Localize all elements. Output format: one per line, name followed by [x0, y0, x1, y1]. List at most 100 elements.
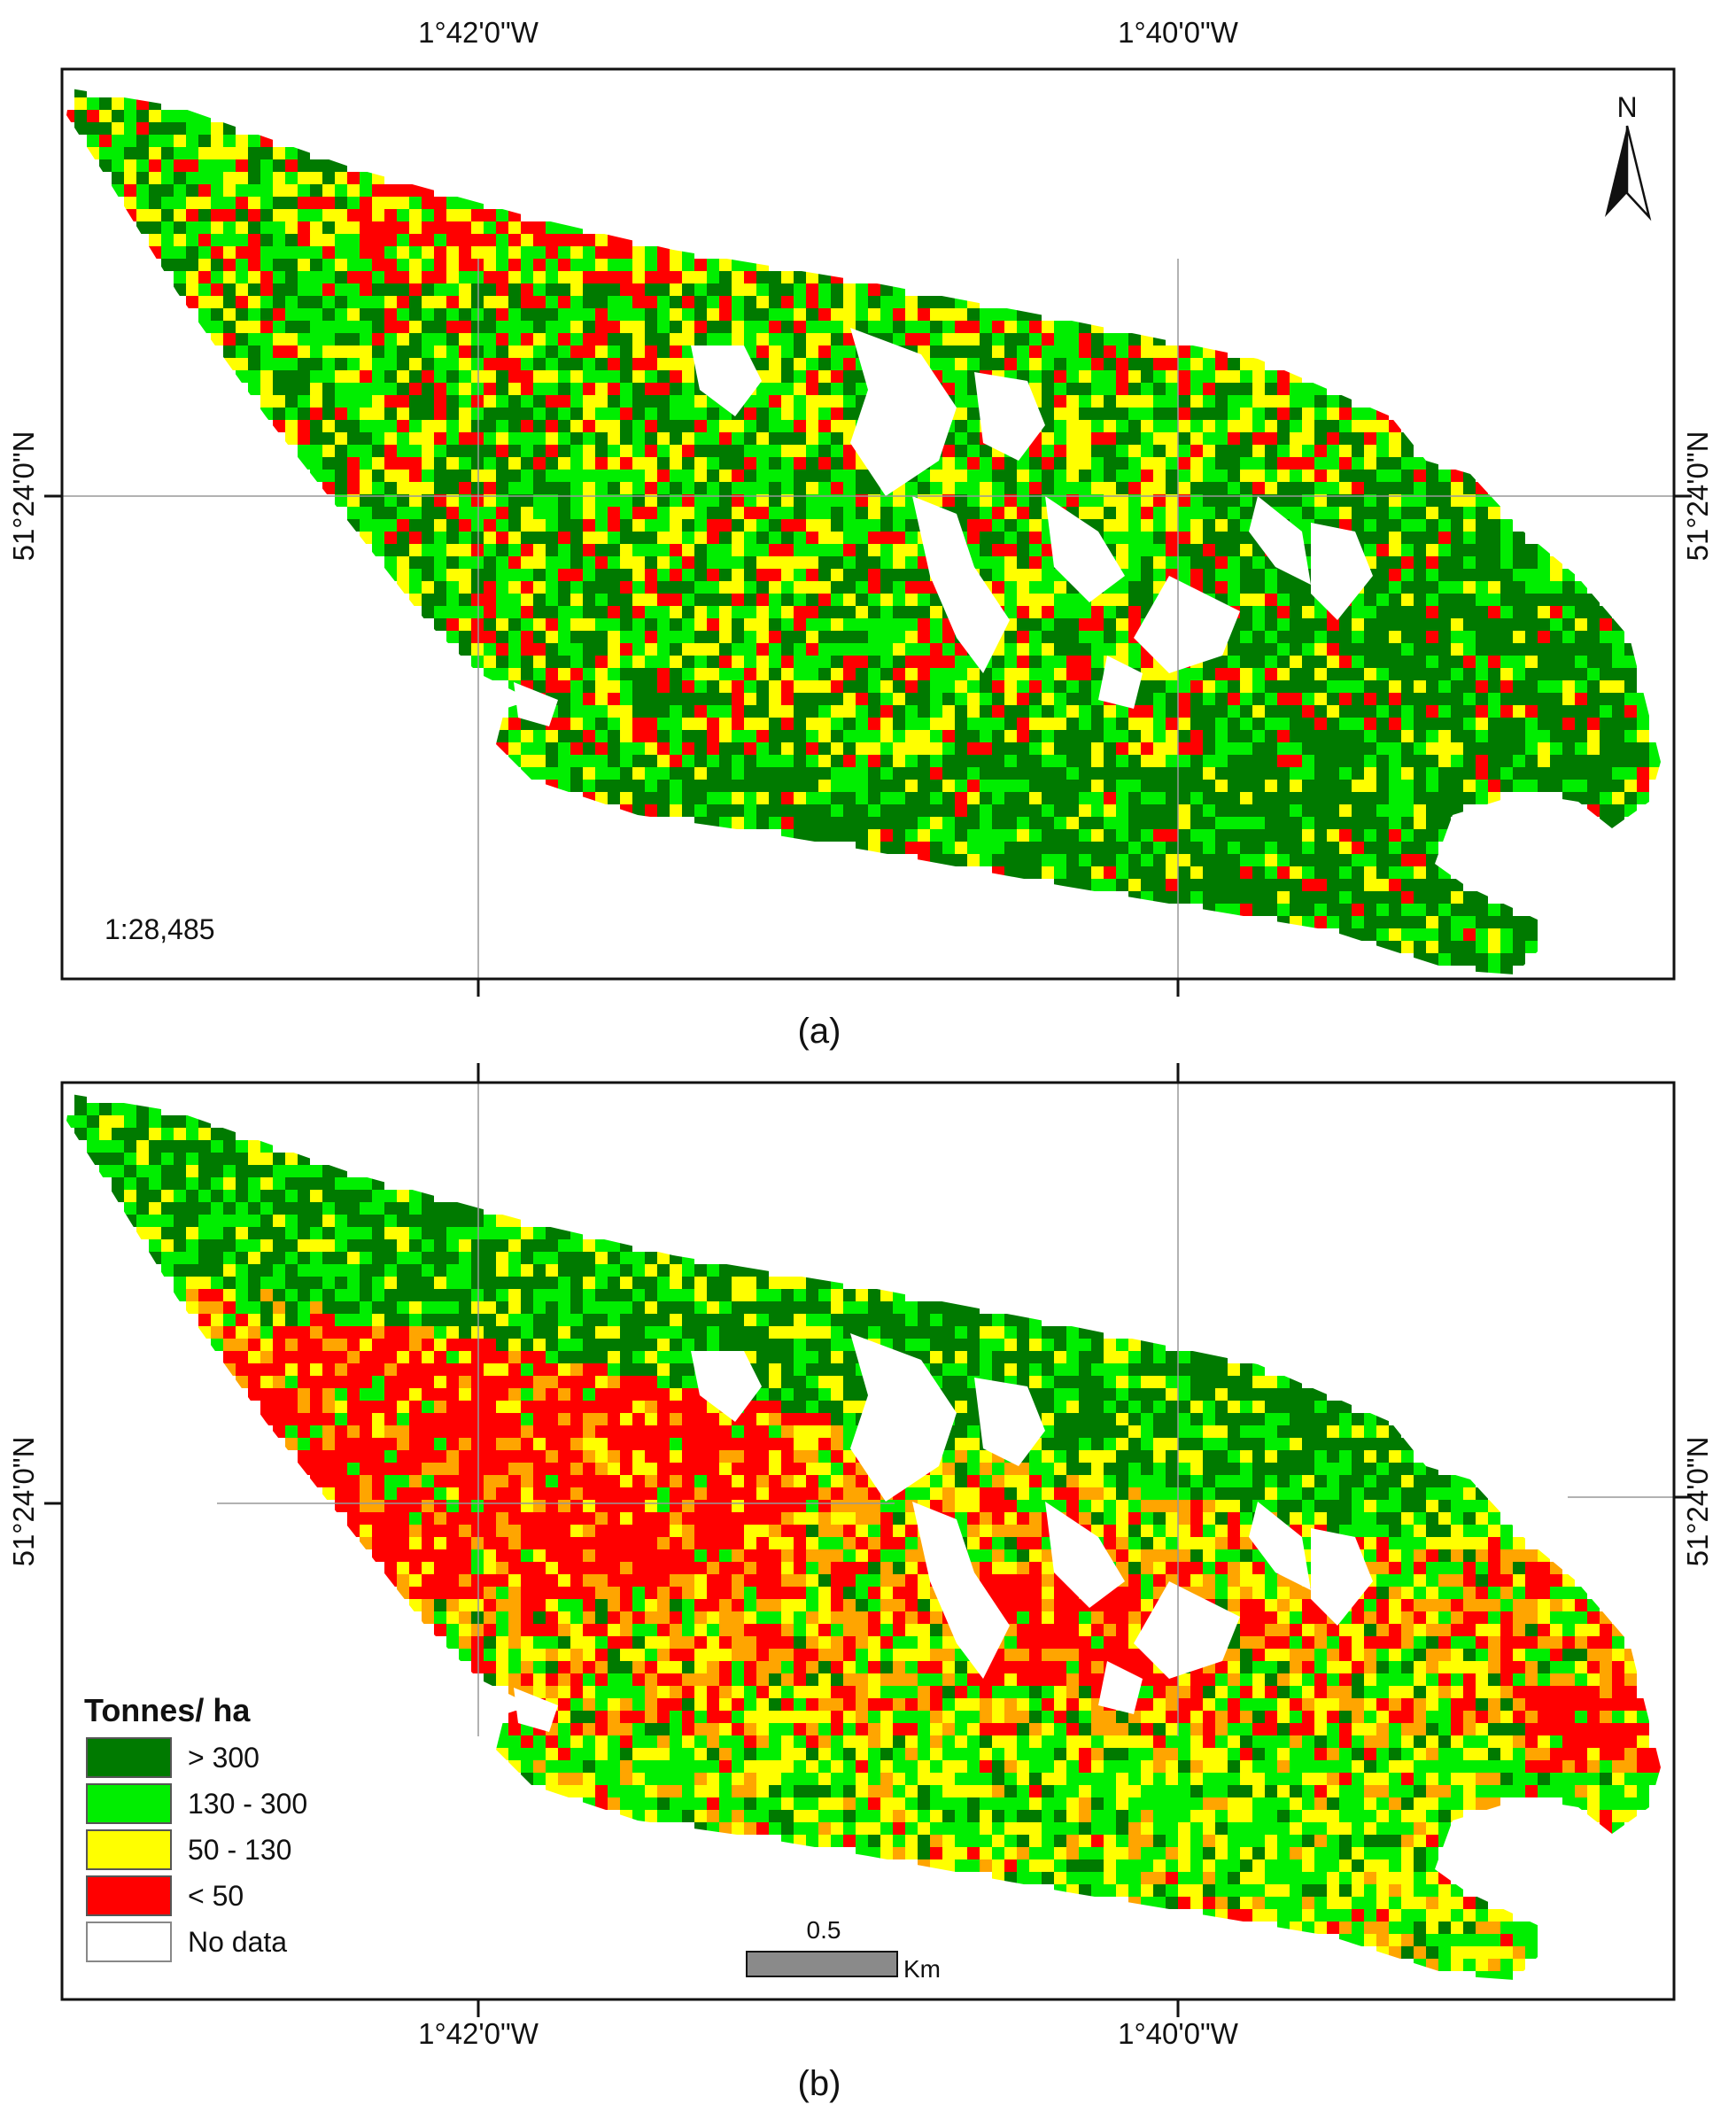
panel-a-raster-cell: [298, 345, 310, 358]
panel-a-raster-cell: [1500, 606, 1513, 618]
panel-a-raster-cell: [1302, 904, 1314, 916]
panel-a-raster-cell: [794, 296, 806, 308]
panel-a-raster-cell: [1314, 854, 1327, 866]
panel-a-raster-cell: [620, 408, 632, 420]
panel-b-raster-cell: [310, 1264, 322, 1277]
panel-a-raster-cell: [260, 271, 273, 283]
panel-a-raster-cell: [1327, 470, 1339, 482]
panel-a-raster-cell: [484, 569, 496, 581]
panel-a-raster-cell: [769, 767, 781, 780]
panel-a-raster-cell: [670, 693, 682, 705]
panel-a-raster-cell: [1141, 879, 1153, 891]
panel-a-raster-cell: [1190, 408, 1203, 420]
panel-a-raster-cell: [1612, 668, 1624, 680]
panel-a-raster-cell: [1352, 891, 1364, 904]
panel-a-raster-cell: [744, 643, 756, 656]
panel-a-raster-cell: [1104, 333, 1116, 345]
panel-a-raster-cell: [546, 259, 558, 271]
panel-a-raster-cell: [843, 742, 856, 755]
panel-a-raster-cell: [719, 767, 732, 780]
panel-a-raster-cell: [1277, 668, 1290, 680]
panel-a-raster-cell: [806, 420, 818, 432]
panel-a-raster-cell: [1463, 755, 1476, 767]
panel-b-raster-cell: [409, 1239, 422, 1252]
panel-a-raster-cell: [372, 383, 384, 395]
panel-a-raster-cell: [136, 159, 149, 172]
panel-a-raster-cell: [446, 370, 459, 383]
panel-a-raster-cell: [670, 259, 682, 271]
panel-a-raster-cell: [1215, 345, 1228, 358]
panel-a-raster-cell: [1451, 891, 1463, 904]
panel-a-raster-cell: [285, 358, 298, 370]
panel-a-raster-cell: [806, 494, 818, 507]
panel-a-raster-cell: [546, 742, 558, 755]
panel-a-raster-cell: [818, 283, 831, 296]
panel-a-raster-cell: [707, 792, 719, 804]
panel-a-raster-cell: [1376, 457, 1389, 470]
panel-a-raster-cell: [719, 321, 732, 333]
panel-a-raster-cell: [322, 172, 335, 184]
panel-a-raster-cell: [1190, 705, 1203, 718]
panel-a-raster-cell: [918, 296, 930, 308]
panel-a-raster-cell: [1327, 680, 1339, 693]
panel-a-raster-cell: [1104, 594, 1116, 606]
panel-a-raster-cell: [1277, 470, 1290, 482]
panel-b-raster-cell: [198, 1115, 211, 1128]
panel-a-raster-cell: [484, 296, 496, 308]
panel-a-raster-cell: [694, 408, 707, 420]
panel-a-raster-cell: [632, 420, 645, 432]
panel-a-raster-cell: [384, 507, 397, 519]
panel-a-raster-cell: [1401, 842, 1414, 854]
panel-a-raster-cell: [1352, 767, 1364, 780]
panel-a-raster-cell: [1017, 321, 1029, 333]
panel-a-raster-cell: [657, 333, 670, 345]
panel-a-raster-cell: [1166, 420, 1178, 432]
panel-b-raster-cell: [360, 1227, 372, 1239]
panel-a-raster-cell: [831, 804, 843, 817]
panel-a-raster-cell: [508, 345, 521, 358]
panel-a-raster-cell: [880, 321, 893, 333]
panel-a-raster-cell: [273, 308, 285, 321]
panel-a-raster-cell: [409, 184, 422, 197]
panel-a-raster-cell: [583, 730, 595, 742]
panel-a-raster-cell: [360, 283, 372, 296]
panel-a-raster-cell: [248, 159, 260, 172]
panel-a-raster-cell: [1277, 693, 1290, 705]
panel-a-raster-cell: [1228, 842, 1240, 854]
panel-a-raster-cell: [1066, 494, 1079, 507]
panel-a-raster-cell: [930, 656, 942, 668]
panel-a-raster-cell: [1376, 879, 1389, 891]
panel-a-raster-cell: [558, 742, 570, 755]
panel-a-raster-cell: [942, 470, 955, 482]
panel-a-raster-cell: [1128, 445, 1141, 457]
panel-a-raster-cell: [1153, 767, 1166, 780]
panel-b-raster-cell: [608, 1252, 620, 1264]
panel-a-raster-cell: [1513, 606, 1525, 618]
panel-a-raster-cell: [459, 420, 471, 432]
panel-a-raster-cell: [1190, 891, 1203, 904]
panel-a-raster-cell: [645, 581, 657, 594]
panel-a-raster-cell: [1389, 519, 1401, 532]
panel-a-raster-cell: [918, 668, 930, 680]
panel-a-raster-cell: [260, 259, 273, 271]
panel-a-raster-cell: [1079, 767, 1091, 780]
panel-a-raster-cell: [1352, 408, 1364, 420]
panel-a-raster-cell: [558, 259, 570, 271]
panel-a-raster-cell: [347, 470, 360, 482]
panel-a-raster-cell: [1066, 333, 1079, 345]
panel-b-raster-cell: [397, 1190, 409, 1202]
panel-a-raster-cell: [1538, 606, 1550, 618]
panel-a-raster-cell: [1228, 643, 1240, 656]
panel-a-raster-cell: [967, 296, 980, 308]
panel-a-raster-cell: [781, 804, 794, 817]
panel-a-raster-cell: [806, 693, 818, 705]
panel-a-raster-cell: [1240, 730, 1252, 742]
panel-a-raster-cell: [1203, 532, 1215, 544]
panel-a-raster-cell: [1376, 941, 1389, 953]
panel-a-raster-cell: [893, 296, 905, 308]
panel-a-raster-cell: [1538, 631, 1550, 643]
panel-a-raster-cell: [434, 494, 446, 507]
panel-a-raster-cell: [744, 259, 756, 271]
panel-a-raster-cell: [1265, 445, 1277, 457]
panel-a-raster-cell: [930, 755, 942, 767]
